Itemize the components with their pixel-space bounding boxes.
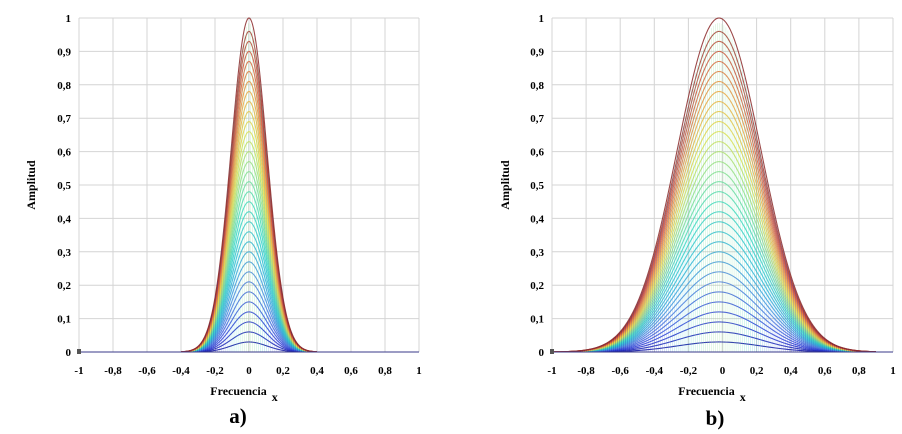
amplitude-curve [551,101,876,353]
x-axis-title-main: Frecuencia [210,384,266,398]
amplitude-curve [552,241,876,353]
y-tick-label: 1 [539,13,545,25]
amplitude-curve [551,17,876,353]
y-tick-label: 0,3 [530,247,544,259]
y-tick-label: 0,4 [530,213,544,225]
x-tick-label: -0,2 [680,365,698,377]
amplitude-curve [551,201,876,353]
x-tick-labels: -1 -0,8 -0,6 -0,4 -0,2 0 0,2 0,4 0,6 0,8 1 [74,365,421,377]
y-tick-label: 0,1 [530,314,544,326]
y-tick-label: 0,7 [530,113,544,125]
y-tick-label: 0,8 [530,80,544,92]
amplitude-curve [551,181,876,353]
y-tick-label: 0,3 [57,247,71,259]
x-tick-label: 0,2 [276,365,290,377]
y-tick-label: 0,4 [57,213,71,225]
origin-marker [77,349,81,354]
panel-tag: a) [229,404,247,428]
x-tick-label: 0,6 [818,365,832,377]
amplitude-curve [551,161,876,353]
y-axis-title: Amplitud [498,160,512,210]
x-tick-label: -0,8 [577,365,595,377]
amplitude-curve [551,50,876,353]
x-tick-label: 1 [890,365,896,377]
curve-hatching [190,23,308,352]
y-tick-labels: 0 0,1 0,2 0,3 0,4 0,5 0,6 0,7 0,8 0,9 1 [57,13,71,359]
y-tick-label: 0,7 [57,113,71,125]
panel-a: 00,10,20,30,40,50,60,70,80,91-1 -0,8 -0,6-… [24,13,422,428]
amplitude-curve [551,111,876,353]
panel-b: 00,10,20,30,40,50,60,70,80,91-1 -0,8 -0,6-… [498,13,896,430]
amplitude-curve [180,17,318,353]
x-tick-label: 1 [416,365,422,377]
x-tick-label: 0,8 [378,365,392,377]
amplitude-curve [551,40,876,353]
y-axis-title: Amplitud [24,160,38,210]
amplitude-curve [551,191,876,353]
x-axis-title: Frecuencia x [678,384,745,404]
origin-marker [550,349,554,354]
y-tick-label: 0 [539,347,545,359]
grid [551,17,894,353]
y-tick-label: 0,1 [57,314,71,326]
y-tick-label: 0,5 [530,180,544,192]
y-tick-label: 0,6 [530,147,544,159]
curve-hatching [580,23,858,352]
x-tick-label: -1 [74,365,83,377]
x-tick-label: -1 [547,365,556,377]
x-tick-label: -0,4 [172,365,190,377]
amplitude-curve [551,30,876,353]
y-tick-label: 0 [66,347,72,359]
y-tick-label: 0,2 [530,280,544,292]
x-tick-label: 0 [720,365,726,377]
y-tick-label: 0,6 [57,147,71,159]
x-tick-label: -0,4 [646,365,664,377]
y-tick-label: 0,9 [57,46,71,58]
amplitude-curve [551,90,876,353]
y-tick-label: 0,9 [530,46,544,58]
panel-tag: b) [706,406,725,430]
y-tick-labels: 0 0,1 0,2 0,3 0,4 0,5 0,6 0,7 0,8 0,9 1 [530,13,544,359]
y-tick-label: 0,2 [57,280,71,292]
x-axis-title: Frecuencia x [210,384,277,404]
x-axis-title-subscript: x [740,390,746,404]
amplitude-curve [551,121,876,353]
x-tick-label: 0 [246,365,252,377]
x-tick-label: 0,2 [750,365,764,377]
y-tick-label: 0,5 [57,180,71,192]
x-tick-label: 0,4 [784,365,798,377]
amplitude-curve [551,261,876,353]
x-axis-title-main: Frecuencia [678,384,734,398]
x-tick-label: -0,2 [206,365,224,377]
y-tick-label: 1 [66,13,72,25]
amplitude-curve [551,60,876,353]
x-tick-label: 0,6 [344,365,358,377]
y-tick-label: 0,8 [57,80,71,92]
x-tick-label: 0,4 [310,365,324,377]
x-tick-label: -0,6 [138,365,156,377]
curve-family [551,17,876,353]
amplitude-curve [551,80,876,353]
x-tick-label: 0,8 [852,365,866,377]
amplitude-curve [551,171,876,353]
x-axis-title-subscript: x [272,390,278,404]
x-tick-label: -0,6 [611,365,629,377]
x-tick-labels: -1 -0,8 -0,6 -0,4 -0,2 0 0,2 0,4 0,6 0,8 1 [547,365,895,377]
x-tick-label: -0,8 [104,365,122,377]
